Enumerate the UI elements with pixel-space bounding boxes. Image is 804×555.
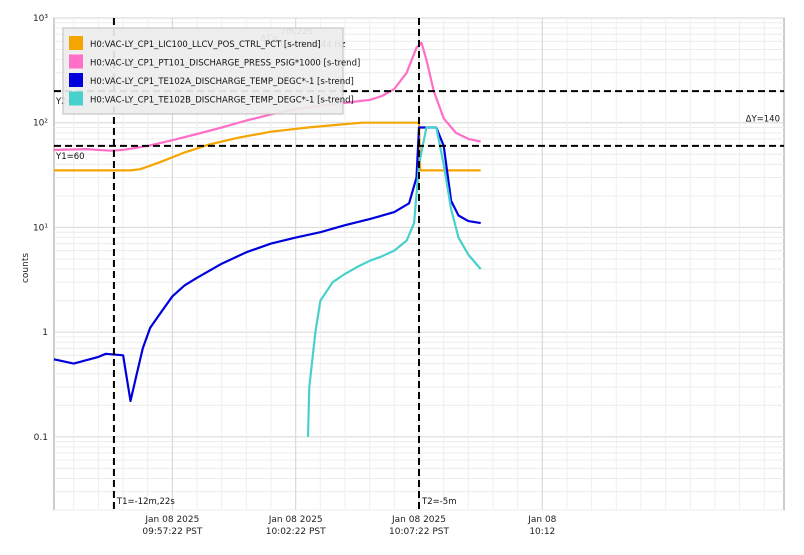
x-tick-label: 10:02:22 PST: [266, 527, 326, 537]
y-tick-label: 0.1: [34, 433, 48, 443]
y-tick-label: 10¹: [33, 223, 48, 233]
legend: H0:VAC-LY_CP1_LIC100_LLCV_POS_CTRL_PCT […: [62, 27, 360, 115]
delta-y-label: ΔY=140: [746, 115, 780, 125]
y-tick-label: 1: [42, 328, 48, 338]
legend-swatch-4: [69, 91, 83, 106]
y-tick-label: 10³: [33, 14, 48, 24]
x-tick-label: 10:07:22 PST: [389, 527, 449, 537]
legend-box: [62, 27, 344, 115]
legend-entry-1: H0:VAC-LY_CP1_LIC100_LLCV_POS_CTRL_PCT […: [90, 40, 321, 50]
y-tick-label: 10²: [33, 119, 48, 129]
cursor-t1-label: T1=-12m,22s: [116, 497, 175, 507]
x-tick-label: Jan 08: [527, 515, 556, 525]
legend-swatch-3: [69, 73, 83, 87]
legend-entry-4: H0:VAC-LY_CP1_TE102B_DISCHARGE_TEMP_DEGC…: [90, 96, 354, 106]
legend-swatch-1: [69, 36, 83, 50]
legend-entry-2: H0:VAC-LY_CP1_PT101_DISCHARGE_PRESS_PSIG…: [90, 59, 360, 69]
axis-ticks: 0.1 1 10¹ 10² 10³ Jan 08 2025 09:57:22 PST Jan …: [33, 14, 557, 537]
legend-swatch-2: [69, 54, 83, 69]
x-tick-label: Jan 08 2025: [268, 515, 323, 525]
cursor-t2-label: T2=-5m: [421, 497, 456, 507]
cursor-y2-label: Y1=60: [55, 152, 85, 162]
x-tick-label: Jan 08 2025: [144, 515, 199, 525]
x-tick-label: Jan 08 2025: [391, 515, 446, 525]
legend-entry-3: H0:VAC-LY_CP1_TE102A_DISCHARGE_TEMP_DEGC…: [90, 77, 354, 87]
y-axis-label: counts: [21, 253, 31, 283]
series-line-3: [53, 126, 481, 403]
x-tick-label: 09:57:22 PST: [142, 527, 202, 537]
series-line-4: [306, 126, 482, 437]
x-tick-label: 10:12: [529, 527, 555, 537]
